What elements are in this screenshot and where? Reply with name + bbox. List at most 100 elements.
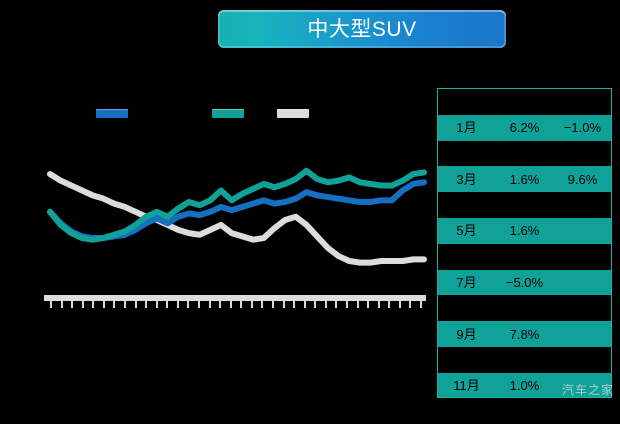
x-axis-tick xyxy=(261,301,264,308)
legend-swatch-icon xyxy=(277,108,309,118)
table-cell-month: 5月 xyxy=(438,218,495,244)
table-cell-month: 4月 xyxy=(438,192,496,218)
table-cell-value-b xyxy=(553,243,611,270)
table-cell-month-text xyxy=(440,91,494,113)
table-cell-month-text: 3月 xyxy=(456,171,477,187)
table-cell-value-a xyxy=(495,295,554,322)
table-cell-value-b: −1.0% xyxy=(554,115,611,141)
legend-item-series-blue[interactable] xyxy=(96,106,133,120)
line-chart-svg xyxy=(47,167,427,266)
chart-x-axis-ticks xyxy=(44,301,426,308)
table-body: 1月 6.2% −1.0% 2月 3月 1.6% 9.6% 4月 5月 1.6% 6月 7月 −5.0%… xyxy=(438,89,611,424)
table-cell-value-a xyxy=(495,89,554,115)
table-cell-value-a-text xyxy=(497,91,552,113)
table-cell-value-b-text xyxy=(555,400,609,422)
x-axis-tick xyxy=(50,301,52,308)
table-row: 12月 xyxy=(438,398,611,424)
x-axis-tick xyxy=(92,301,95,308)
table-cell-value-a xyxy=(495,398,554,424)
monthly-data-table: 1月 6.2% −1.0% 2月 3月 1.6% 9.6% 4月 5月 1.6% 6月 7月 −5.0%… xyxy=(437,88,612,424)
table-cell-month-text: 9月 xyxy=(456,326,477,342)
table-row: 1月 6.2% −1.0% xyxy=(438,115,611,141)
x-axis-tick xyxy=(388,301,391,308)
table-cell-value-b-text xyxy=(555,91,609,113)
table-row: 2月 xyxy=(438,140,611,167)
table-cell-value-b xyxy=(554,270,611,296)
table-row: 4月 xyxy=(438,192,611,218)
table-cell-month-text: 12月 xyxy=(440,400,494,422)
x-axis-tick xyxy=(71,301,74,308)
table-cell-value-a-text: 1.6% xyxy=(509,171,540,187)
table-cell-value-b xyxy=(553,192,611,218)
table-cell-month: 8月 xyxy=(438,295,496,322)
x-axis-tick xyxy=(250,301,253,308)
table-cell-value-b xyxy=(554,218,611,244)
page-title: 中大型SUV xyxy=(307,17,417,41)
table-cell-value-b-text: 9.6% xyxy=(567,171,598,187)
table-row: 8月 xyxy=(438,295,611,322)
table-cell-value-b-text xyxy=(556,220,609,241)
legend-swatch-icon xyxy=(212,108,244,118)
table-cell-month-text: 1月 xyxy=(456,120,477,136)
x-axis-tick xyxy=(409,301,412,308)
x-axis-tick xyxy=(198,301,200,308)
x-axis-tick xyxy=(398,301,401,308)
table-cell-value-a-text: −5.0% xyxy=(505,274,544,290)
x-axis-tick xyxy=(134,301,137,308)
table-cell-value-a: 7.8% xyxy=(495,321,554,347)
table-cell-value-a: 1.6% xyxy=(495,166,554,192)
table-cell-value-b-text xyxy=(556,324,609,345)
table-cell-value-a: 1.6% xyxy=(495,218,554,244)
table-cell-value-a-text: 6.2% xyxy=(509,120,540,136)
table-cell-month-text: 2月 xyxy=(440,142,494,164)
table-row: 3月 1.6% 9.6% xyxy=(438,166,611,192)
x-axis-tick xyxy=(229,301,232,308)
table-cell-month: 7月 xyxy=(438,270,495,296)
x-axis-tick xyxy=(282,301,285,308)
table-cell-value-b xyxy=(553,89,611,115)
x-axis-tick xyxy=(367,301,370,308)
x-axis-tick xyxy=(124,301,126,308)
table-cell-month: 1月 xyxy=(438,115,495,141)
x-axis-tick xyxy=(208,301,211,308)
table-cell-value-a-text: 1.6% xyxy=(509,223,540,239)
table-cell-value-a: 1.0% xyxy=(495,373,554,399)
table-cell-value-a-text: 7.8% xyxy=(509,326,540,342)
table-cell-value-a: −5.0% xyxy=(495,270,554,296)
table-cell-month-text: 5月 xyxy=(456,223,477,239)
chart-line-series-gray xyxy=(47,171,427,266)
table-cell-value-b-text xyxy=(555,297,609,319)
table-cell-value-a xyxy=(495,243,554,270)
table-cell-month: 12月 xyxy=(438,398,496,424)
chart-plot-area xyxy=(0,130,432,310)
table-cell-value-a-text xyxy=(497,400,552,422)
table-row: 9月 7.8% xyxy=(438,321,611,347)
table-cell-value-b xyxy=(554,321,611,347)
x-axis-tick xyxy=(166,301,169,308)
table-cell-value-b xyxy=(553,140,611,167)
x-axis-tick xyxy=(377,301,380,308)
table-cell-value-a: 6.2% xyxy=(495,115,554,141)
x-axis-tick xyxy=(335,301,338,308)
table-cell-value-a-text xyxy=(497,194,552,216)
legend-swatch-icon xyxy=(96,108,128,118)
table-cell-month-text: 4月 xyxy=(440,194,494,216)
table-row xyxy=(438,89,611,115)
chart-line-series-blue xyxy=(47,179,427,242)
x-axis-tick xyxy=(240,301,243,308)
table-cell-month: 9月 xyxy=(438,321,495,347)
legend-item-series-gray[interactable] xyxy=(277,106,314,120)
table-cell-month: 11月 xyxy=(438,373,495,399)
x-axis-tick xyxy=(420,301,422,308)
table-cell-month: 2月 xyxy=(438,140,496,167)
watermark: 汽车之家 xyxy=(561,383,614,397)
x-axis-tick xyxy=(102,301,105,308)
table-cell-value-a xyxy=(495,140,554,167)
table-cell-value-a-text xyxy=(497,349,552,371)
table-cell-value-b-text xyxy=(555,349,609,371)
table-cell-value-a-text xyxy=(497,246,552,268)
legend-item-series-teal[interactable] xyxy=(212,106,249,120)
x-axis-tick xyxy=(303,301,306,308)
x-axis-tick xyxy=(176,301,179,308)
x-axis-tick xyxy=(314,301,317,308)
